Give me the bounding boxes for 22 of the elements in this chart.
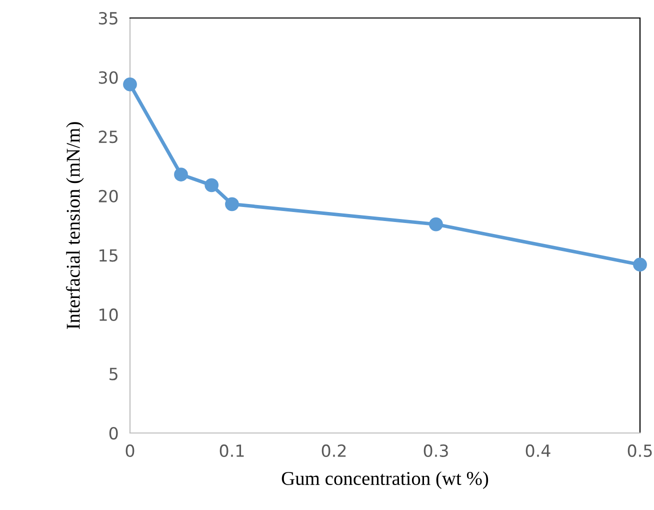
x-tick-label: 0 [126,444,134,458]
y-tick-label: 25 [98,130,118,144]
x-axis-title: Gum concentration (wt %) [282,471,488,489]
y-tick-label: 35 [98,12,118,25]
x-tick-label: 0.2 [322,444,346,458]
y-axis-title: Interfacial tension (mN/m) [66,122,84,330]
point [204,178,219,192]
x-tick-label: 0.4 [526,444,550,458]
x-tick-label: 0.5 [628,444,652,458]
point [123,77,137,92]
point [174,168,188,182]
x-tick-label: 0.3 [424,444,448,458]
point [225,197,239,212]
y-tick-label: 5 [110,368,118,380]
point [429,217,443,232]
y-tick-label: 0 [109,426,118,440]
point [633,258,647,272]
x-tick-label: 0.1 [220,444,244,458]
y-tick-label: 30 [98,71,118,84]
y-tick-label: 15 [100,249,118,262]
y-tick-label: 10 [100,308,118,321]
y-tick-label: 20 [98,190,118,202]
